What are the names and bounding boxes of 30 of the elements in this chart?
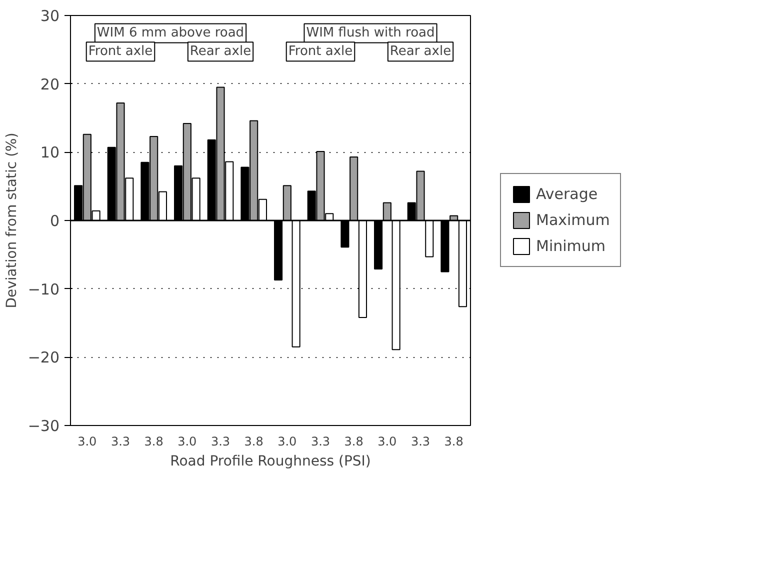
x-tick-label: 3.3	[410, 434, 430, 448]
y-axis-title: Deviation from static (%)	[4, 132, 20, 308]
y-tick-label: 0	[50, 212, 60, 230]
x-tick-label: 3.0	[278, 434, 297, 448]
annotation: Front axle	[88, 44, 153, 60]
annotation: Rear axle	[190, 44, 252, 60]
y-tick-label: −10	[28, 280, 60, 298]
y-tick-label: 30	[40, 7, 60, 25]
x-tick-label: 3.0	[78, 434, 97, 448]
y-tick-label: 20	[40, 75, 60, 94]
x-tick-label: 3.3	[310, 434, 330, 448]
x-tick-label: 3.0	[378, 434, 397, 448]
x-axis-title: Road Profile Roughness (PSI)	[170, 454, 371, 470]
annotation: Rear axle	[390, 44, 452, 60]
x-tick-label: 3.8	[444, 434, 464, 448]
y-tick-label: −20	[28, 348, 60, 367]
legend-label: Maximum	[536, 211, 610, 229]
x-tick-label: 3.8	[144, 434, 164, 448]
annotation: Front axle	[288, 44, 353, 60]
x-tick-label: 3.3	[210, 434, 230, 448]
annotation: WIM 6 mm above road	[96, 26, 244, 41]
annotation: WIM flush with road	[306, 26, 435, 41]
x-tick-label: 3.0	[178, 434, 197, 448]
legend-label: Minimum	[536, 237, 606, 255]
x-tick-label: 3.8	[244, 434, 264, 448]
y-tick-label: 10	[40, 144, 60, 162]
x-tick-label: 3.8	[344, 434, 364, 448]
legend-label: Average	[536, 185, 598, 203]
y-tick-label: −30	[28, 417, 60, 435]
x-tick-label: 3.3	[110, 434, 130, 448]
